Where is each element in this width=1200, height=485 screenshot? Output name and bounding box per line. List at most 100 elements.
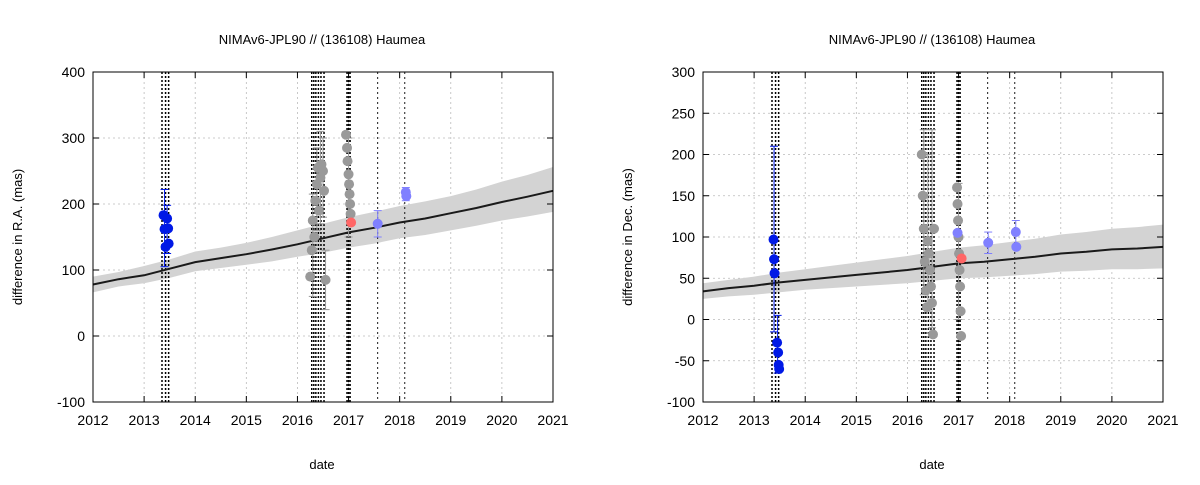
x-tick-label: 2017 <box>943 412 974 428</box>
x-axis-label: date <box>309 457 334 472</box>
data-point <box>320 274 331 285</box>
data-point <box>953 215 964 226</box>
data-point <box>310 195 321 206</box>
x-tick-label: 2012 <box>77 412 108 428</box>
y-tick-label: 0 <box>687 312 695 328</box>
data-point <box>344 189 355 200</box>
data-point <box>919 256 930 267</box>
y-tick-label: 300 <box>672 64 696 80</box>
uncertainty-band <box>703 224 1163 299</box>
x-tick-label: 2020 <box>486 412 517 428</box>
data-point <box>344 179 355 190</box>
data-point <box>955 306 966 317</box>
y-tick-label: -100 <box>667 394 695 410</box>
data-point <box>342 142 353 153</box>
y-tick-label: 0 <box>77 328 85 344</box>
x-tick-label: 2014 <box>790 412 821 428</box>
x-tick-label: 2018 <box>994 412 1025 428</box>
data-point <box>955 281 966 292</box>
data-point <box>928 329 938 340</box>
series-light-blue <box>372 187 412 238</box>
x-tick-label: 2013 <box>739 412 770 428</box>
data-point <box>917 190 928 201</box>
chart-title: NIMAv6-JPL90 // (136108) Haumea <box>219 32 426 47</box>
data-point <box>313 205 324 216</box>
data-point <box>162 213 173 224</box>
data-point <box>309 232 320 242</box>
data-point <box>918 223 929 234</box>
y-tick-label: 50 <box>679 270 695 286</box>
x-tick-label: 2018 <box>384 412 415 428</box>
model-curve <box>92 189 554 286</box>
data-point <box>769 254 780 265</box>
y-tick-label: 200 <box>672 147 696 163</box>
data-point <box>342 156 353 167</box>
data-point <box>346 217 357 228</box>
data-point <box>956 331 967 341</box>
data-point <box>319 185 330 196</box>
data-point <box>929 223 940 234</box>
chart-title: NIMAv6-JPL90 // (136108) Haumea <box>829 32 1036 47</box>
x-tick-label: 2017 <box>333 412 364 428</box>
x-tick-label: 2019 <box>435 412 466 428</box>
y-tick-label: -50 <box>675 353 695 369</box>
data-point <box>345 199 356 209</box>
data-point <box>926 298 937 308</box>
x-tick-label: 2015 <box>841 412 872 428</box>
data-point <box>306 245 317 256</box>
data-point <box>372 218 383 229</box>
x-tick-label: 2014 <box>180 412 211 428</box>
series-red <box>346 217 357 228</box>
data-point <box>916 149 927 160</box>
data-point <box>772 337 783 348</box>
data-point <box>343 169 354 180</box>
x-tick-label: 2016 <box>282 412 313 428</box>
x-tick-label: 2019 <box>1045 412 1076 428</box>
x-tick-label: 2016 <box>892 412 923 428</box>
y-tick-label: 100 <box>62 262 86 278</box>
data-point <box>345 208 356 219</box>
data-point <box>768 234 779 245</box>
x-tick-label: 2013 <box>129 412 160 428</box>
data-point <box>773 347 784 358</box>
chart-panel-dec: NIMAv6-JPL90 // (136108) Haumea differen… <box>620 32 1179 472</box>
data-point <box>924 265 935 275</box>
plot-frame <box>92 71 554 403</box>
y-tick-label: 300 <box>62 130 86 146</box>
y-tick-label: 250 <box>672 105 696 121</box>
data-point <box>774 364 785 374</box>
y-tick-label: 150 <box>672 188 696 204</box>
x-tick-label: 2021 <box>537 412 568 428</box>
data-point <box>163 238 174 249</box>
data-point <box>952 227 963 238</box>
data-point <box>341 129 351 140</box>
x-tick-label: 2021 <box>1147 412 1178 428</box>
y-tick-label: 200 <box>62 196 86 212</box>
y-axis-label: difference in R.A. (mas) <box>10 169 25 305</box>
data-point <box>1010 227 1021 238</box>
data-point <box>1011 241 1022 252</box>
series-gray <box>916 129 967 341</box>
data-point <box>922 236 933 247</box>
series-light-blue <box>952 220 1022 254</box>
series-blue <box>768 145 785 374</box>
data-point <box>952 182 963 193</box>
x-tick-label: 2015 <box>231 412 262 428</box>
x-tick-label: 2012 <box>687 412 718 428</box>
data-point <box>954 265 965 275</box>
data-point <box>307 215 318 226</box>
data-point <box>925 281 936 292</box>
data-point <box>956 253 967 264</box>
data-point <box>318 166 328 176</box>
data-point <box>769 268 780 279</box>
y-tick-label: 400 <box>62 64 86 80</box>
x-axis-label: date <box>919 457 944 472</box>
y-tick-label: 100 <box>672 229 696 245</box>
data-point <box>305 271 316 282</box>
y-axis-label: difference in Dec. (mas) <box>620 168 635 306</box>
data-point <box>923 248 934 259</box>
series-gray <box>305 129 356 311</box>
data-point <box>401 191 412 202</box>
data-point <box>163 223 174 234</box>
